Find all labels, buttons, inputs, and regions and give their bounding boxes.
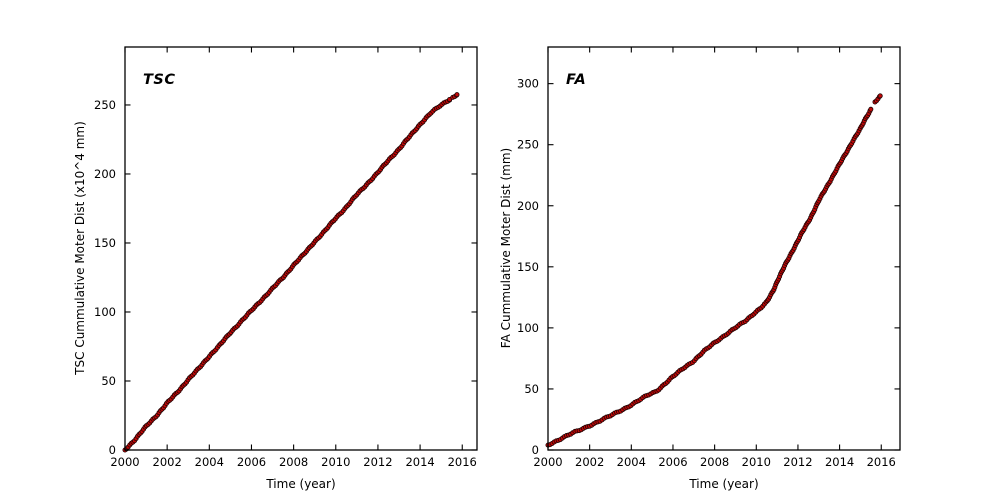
fa-y-tick-label: 300: [517, 77, 539, 91]
fa-y-axis-label: FA Cummulative Moter Dist (mm): [499, 147, 513, 349]
tsc-scatter-plot: 2000 2002 2004 2006 2008 2010 2012 2014 2016 0 50 1…: [94, 46, 478, 469]
fa-y-tick-label: 100: [517, 321, 539, 335]
fa-ticks: [547, 47, 900, 451]
tsc-x-tick-label: 2004: [195, 455, 224, 469]
fa-x-tick-label: 2000: [533, 455, 562, 469]
fa-x-tick-label: 2006: [658, 455, 687, 469]
tsc-x-tick-label: 2006: [237, 455, 266, 469]
fa-y-tick-label: 0: [532, 443, 539, 457]
tsc-axes-spines: [124, 46, 478, 451]
fa-axes-spines: [547, 46, 901, 451]
tsc-y-tick-label: 250: [94, 98, 116, 112]
tsc-data-points: [122, 92, 460, 453]
fa-plot-title: FA: [566, 72, 587, 88]
tsc-x-tick-label: 2016: [448, 455, 477, 469]
fa-x-tick-label: 2012: [783, 455, 812, 469]
tsc-x-tick-label: 2012: [363, 455, 392, 469]
tsc-y-axis-label: TSC Cummulative Moter Dist (x10^4 mm): [73, 121, 87, 375]
fa-x-tick-label: 2014: [825, 455, 854, 469]
tsc-x-tick-label: 2010: [321, 455, 350, 469]
fa-x-tick-label: 2010: [742, 455, 771, 469]
tsc-x-tick-label: 2014: [405, 455, 434, 469]
fa-x-tick-label: 2002: [575, 455, 604, 469]
tsc-y-tick-label: 100: [94, 305, 116, 319]
fa-y-tick-label: 250: [517, 138, 539, 152]
tsc-ticks: [124, 47, 477, 451]
tsc-y-tick-label: 50: [101, 374, 116, 388]
tsc-y-tick-label: 150: [94, 236, 116, 250]
tsc-plot-title: TSC: [143, 72, 176, 88]
fa-y-tick-label: 50: [524, 382, 539, 396]
fa-tick-labels: 2000 2002 2004 2006 2008 2010 2012 2014 2016 0 50 1…: [517, 77, 896, 469]
fa-x-tick-label: 2008: [700, 455, 729, 469]
fa-data-points: [545, 93, 883, 448]
tsc-x-axis-label: Time (year): [266, 477, 336, 491]
fa-y-tick-label: 150: [517, 260, 539, 274]
tsc-x-tick-label: 2008: [279, 455, 308, 469]
fa-x-axis-label: Time (year): [689, 477, 759, 491]
fa-x-tick-label: 2016: [867, 455, 896, 469]
tsc-x-tick-label: 2000: [110, 455, 139, 469]
fa-scatter-plot: 2000 2002 2004 2006 2008 2010 2012 2014 2016 0 50 1…: [517, 46, 901, 469]
fa-x-tick-label: 2004: [617, 455, 646, 469]
tsc-x-tick-label: 2002: [153, 455, 182, 469]
fa-y-tick-label: 200: [517, 199, 539, 213]
tsc-y-tick-label: 0: [109, 443, 116, 457]
tsc-tick-labels: 2000 2002 2004 2006 2008 2010 2012 2014 2016 0 50 1…: [94, 98, 477, 469]
tsc-y-tick-label: 200: [94, 167, 116, 181]
